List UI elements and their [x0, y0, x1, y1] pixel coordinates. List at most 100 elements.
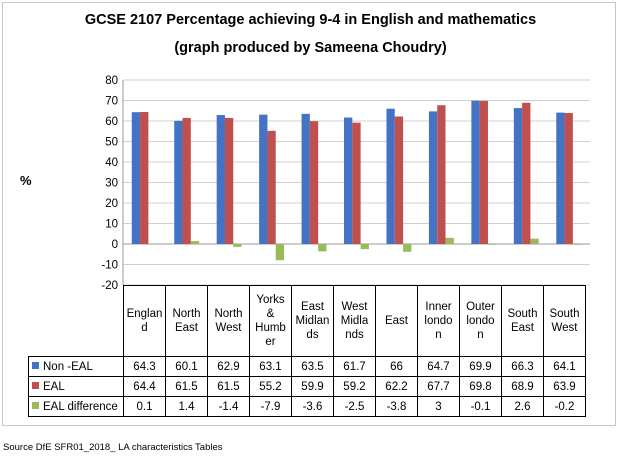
category-label: Yorks & Humb er — [249, 285, 292, 357]
bar-non-eal — [344, 117, 353, 244]
bar-eal — [224, 117, 234, 244]
data-value: 68.9 — [501, 376, 544, 397]
category-label: East Midlan ds — [291, 285, 334, 357]
table-corner — [28, 285, 124, 357]
data-value: 69.8 — [459, 376, 502, 397]
chart-subtitle: (graph produced by Sameena Choudry) — [174, 40, 447, 56]
category-label-line: n — [435, 329, 442, 341]
table-row: EAL difference 0.1 1.4 -1.4 -7.9 -3.6 -2.5 -3.8… — [28, 396, 586, 417]
category-label-line: londo — [424, 315, 453, 327]
data-value: 0.1 — [123, 396, 166, 417]
category-label-line: West — [215, 322, 242, 334]
y-tick-label: 80 — [105, 75, 118, 87]
bar-non-eal — [131, 112, 141, 244]
category-label: North West — [207, 285, 250, 357]
category-label-line: North — [172, 308, 201, 320]
bar-eal — [182, 117, 191, 244]
category-label: South East — [501, 285, 544, 357]
data-value: 66 — [375, 356, 418, 377]
category-label-line: Yorks — [256, 294, 285, 306]
data-value: 64.7 — [417, 356, 460, 377]
bar-eal-difference — [487, 244, 497, 245]
legend-label: EAL — [43, 380, 65, 393]
legend-entry: EAL difference — [28, 396, 124, 417]
y-tick-label: -10 — [101, 260, 118, 272]
bar-eal-difference — [445, 237, 454, 244]
legend-label: Non -EAL — [43, 360, 93, 373]
bar-eal-difference — [572, 244, 582, 245]
legend-entry: Non -EAL — [28, 356, 124, 377]
category-label: East — [375, 285, 418, 357]
bar-non-eal — [259, 114, 268, 245]
data-value: 61.7 — [333, 356, 376, 377]
category-label-line: nds — [345, 329, 364, 341]
legend-key — [32, 381, 39, 389]
y-tick-label: 20 — [105, 198, 118, 210]
y-tick-label: 40 — [105, 157, 118, 169]
bar-eal — [394, 116, 404, 244]
data-value: 61.5 — [207, 376, 250, 397]
bar-non-eal — [471, 100, 480, 244]
data-value: 64.1 — [543, 356, 586, 377]
category-label-line: East — [384, 315, 408, 327]
data-value: 59.9 — [291, 376, 334, 397]
category-label-line: South — [507, 308, 538, 320]
legend-entry: EAL — [28, 376, 124, 397]
legend-key — [32, 361, 39, 369]
data-value: -2.5 — [333, 396, 376, 417]
category-label-line: East — [300, 301, 324, 313]
data-value: 63.9 — [543, 376, 586, 397]
category-label-line: North — [214, 308, 243, 320]
bar-eal-difference — [190, 241, 200, 244]
category-label-line: West — [341, 301, 368, 313]
category-label-line: n — [477, 329, 484, 341]
category-label-line: East — [510, 322, 534, 334]
bar-eal-difference — [318, 244, 327, 252]
bar-eal — [309, 121, 319, 244]
category-label-line: West — [551, 322, 578, 334]
bar-non-eal — [386, 108, 395, 244]
source-note: Source DfE SFR01_2018_ LA characteristic… — [3, 442, 223, 453]
bar-eal-difference — [403, 244, 412, 252]
chart-frame — [2, 2, 616, 426]
category-label-line: Inner — [425, 301, 452, 313]
data-value: -7.9 — [249, 396, 292, 417]
bar-eal — [352, 122, 361, 244]
category-label-line: East — [174, 322, 198, 334]
data-table: Englan d North East North West Yorks & Humb er Eas… — [28, 285, 586, 417]
bar-eal — [140, 111, 149, 244]
data-value: 62.9 — [207, 356, 250, 377]
data-value: -0.2 — [543, 396, 586, 417]
category-label: North East — [165, 285, 208, 357]
y-tick-label: 60 — [105, 116, 118, 128]
data-value: 61.5 — [165, 376, 208, 397]
y-tick-label: 0 — [112, 239, 118, 251]
category-label-line: Outer — [466, 301, 495, 313]
bar-eal-difference — [530, 238, 539, 244]
bar-non-eal — [301, 113, 310, 244]
data-value: -0.1 — [459, 396, 502, 417]
data-value: 60.1 — [165, 356, 208, 377]
data-value: 63.1 — [249, 356, 292, 377]
data-value: 69.9 — [459, 356, 502, 377]
category-label-line: Midla — [340, 315, 369, 327]
bar-eal-difference — [275, 244, 285, 261]
bar-eal — [267, 130, 276, 244]
bar-eal — [564, 113, 573, 244]
data-value: 3 — [417, 396, 460, 417]
data-value: 64.4 — [123, 376, 166, 397]
data-value: 1.4 — [165, 396, 208, 417]
data-value: -3.6 — [291, 396, 334, 417]
category-label: Outer londo n — [459, 285, 502, 357]
category-label-line: d — [141, 322, 148, 334]
table-row: Non -EAL 64.3 60.1 62.9 63.1 63.5 61.7 66 64.7 69… — [28, 356, 586, 377]
category-label-line: Englan — [126, 308, 163, 320]
bar-eal — [522, 102, 531, 244]
bar-eal-difference — [360, 244, 369, 250]
category-label-line: ds — [306, 329, 319, 341]
bar-non-eal — [428, 111, 438, 245]
bar-eal-difference — [233, 244, 242, 247]
table-row: EAL 64.4 61.5 61.5 55.2 59.9 59.2 62.2 67.7 69.8 6… — [28, 376, 586, 397]
data-value: 63.5 — [291, 356, 334, 377]
